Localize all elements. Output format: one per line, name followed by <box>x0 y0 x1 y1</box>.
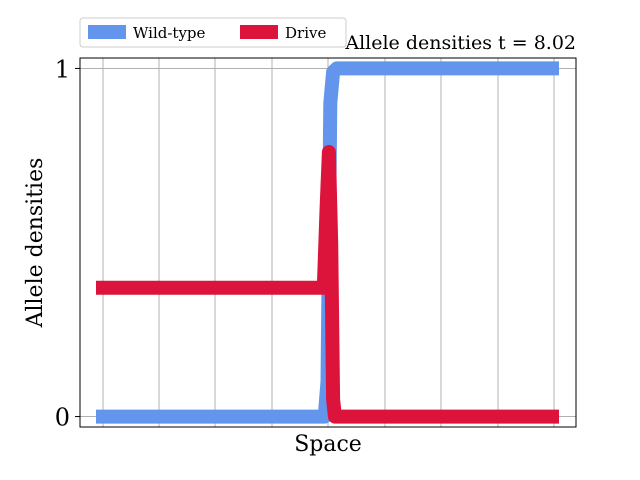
y-tick-label: 0 <box>55 404 70 432</box>
plot-frame <box>79 57 577 428</box>
chart-title: Allele densities t = 8.02 <box>344 32 576 54</box>
legend-label: Drive <box>285 24 326 42</box>
y-ticks: 01 <box>55 55 80 432</box>
series-line-drive <box>96 145 559 424</box>
y-axis-label: Allele densities <box>23 158 48 329</box>
legend: Wild-type Drive <box>79 17 347 48</box>
series-layer <box>96 61 559 424</box>
series-line-wild-type <box>96 61 559 424</box>
y-tick-label: 1 <box>55 55 70 83</box>
legend-box <box>79 17 347 48</box>
legend-label: Wild-type <box>133 24 206 42</box>
x-axis-label: Space <box>294 432 362 457</box>
